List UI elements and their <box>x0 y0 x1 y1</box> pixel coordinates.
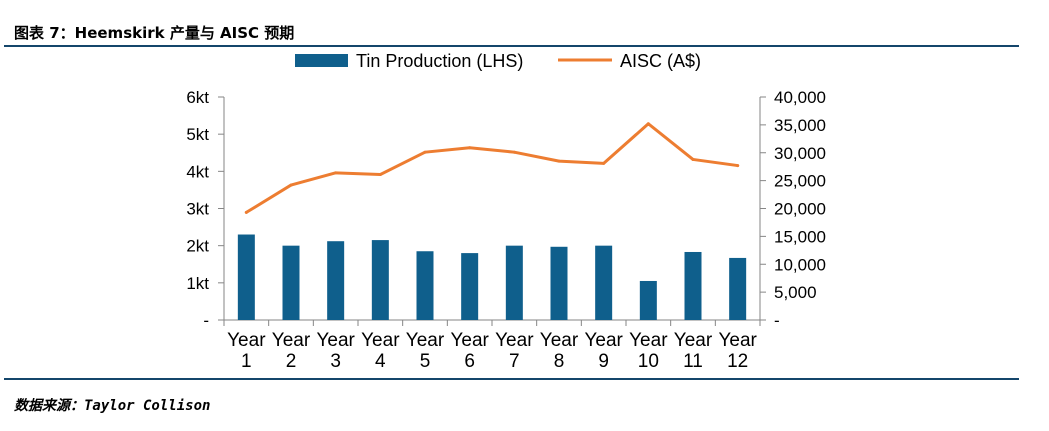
bar-tin-production <box>416 251 434 320</box>
x-tick-label-year: Year <box>361 330 400 351</box>
x-tick-label-number: 8 <box>554 351 565 372</box>
left-tick-label: - <box>203 311 209 330</box>
x-tick-label-year: Year <box>227 330 266 351</box>
x-tick-label-year: Year <box>495 330 534 351</box>
right-tick-label: - <box>774 311 780 330</box>
legend-bar-swatch <box>295 54 348 67</box>
left-tick-label: 6kt <box>186 88 209 107</box>
aisc-point <box>289 183 293 187</box>
bar-tin-production <box>595 245 613 320</box>
aisc-point <box>602 161 606 165</box>
x-tick-label-number: 12 <box>727 351 748 372</box>
x-tick-label-year: Year <box>540 330 579 351</box>
x-tick-label-year: Year <box>272 330 311 351</box>
x-tick-labels: Year1Year2Year3Year4Year5Year6Year7Year8… <box>227 330 757 372</box>
axes: - 1kt 2kt 3kt 4kt 5kt 6kt - 5,000 10,000 15,000 20,… <box>186 88 826 330</box>
left-tick-label: 1kt <box>186 274 209 293</box>
bar-tin-production <box>461 253 479 320</box>
bar-tin-production <box>327 241 345 320</box>
x-tick-label-number: 9 <box>598 351 609 372</box>
bottom-rule <box>4 378 1019 380</box>
x-tick-label-year: Year <box>674 330 713 351</box>
bar-tin-production <box>282 245 300 320</box>
bar-series <box>237 234 747 320</box>
right-tick-label: 5,000 <box>774 283 817 302</box>
line-series <box>244 122 740 214</box>
aisc-point <box>557 159 561 163</box>
x-tick-label-number: 6 <box>464 351 475 372</box>
x-tick-label-number: 7 <box>509 351 520 372</box>
figure-title: 图表 7：Heemskirk 产量与 AISC 预期 <box>14 24 295 42</box>
x-tick-label-year: Year <box>316 330 355 351</box>
x-tick-label-number: 5 <box>420 351 431 372</box>
aisc-point <box>423 150 427 154</box>
aisc-point <box>646 122 650 126</box>
left-tick-label: 5kt <box>186 125 209 144</box>
aisc-point <box>691 157 695 161</box>
left-tick-label: 3kt <box>186 200 209 219</box>
bar-tin-production <box>371 240 389 320</box>
x-tick-label-number: 3 <box>330 351 341 372</box>
right-tick-label: 35,000 <box>774 116 826 135</box>
x-tick-label-year: Year <box>718 330 757 351</box>
left-tick-label: 4kt <box>186 162 209 181</box>
aisc-point <box>244 210 248 214</box>
right-tick-label: 10,000 <box>774 255 826 274</box>
left-tick-label: 2kt <box>186 237 209 256</box>
aisc-line <box>244 122 740 214</box>
aisc-point <box>736 164 740 168</box>
right-tick-label: 20,000 <box>774 200 826 219</box>
bar-tin-production <box>505 245 523 320</box>
x-tick-label-number: 4 <box>375 351 386 372</box>
right-tick-label: 40,000 <box>774 88 826 107</box>
x-tick-label-year: Year <box>629 330 668 351</box>
x-tick-label-number: 10 <box>638 351 659 372</box>
legend-label-aisc: AISC (A$) <box>620 51 701 71</box>
aisc-point <box>378 172 382 176</box>
bar-tin-production <box>684 251 702 320</box>
aisc-point <box>468 146 472 150</box>
legend-label-tin-production: Tin Production (LHS) <box>356 51 523 71</box>
right-tick-label: 15,000 <box>774 227 826 246</box>
source-note: 数据来源：Taylor Collison <box>14 398 211 414</box>
bar-tin-production <box>550 246 568 320</box>
x-tick-label-number: 1 <box>241 351 252 372</box>
right-tick-label: 25,000 <box>774 172 826 191</box>
aisc-point <box>334 171 338 175</box>
bar-tin-production <box>237 234 255 320</box>
x-tick-label-number: 2 <box>286 351 297 372</box>
x-tick-label-year: Year <box>406 330 445 351</box>
right-tick-label: 30,000 <box>774 144 826 163</box>
legend: Tin Production (LHS) AISC (A$) <box>295 51 701 71</box>
aisc-point <box>512 150 516 154</box>
x-tick-label-number: 11 <box>683 351 703 372</box>
top-rule <box>4 45 1019 47</box>
bar-tin-production <box>639 280 657 320</box>
bar-tin-production <box>729 257 747 320</box>
x-tick-label-year: Year <box>584 330 623 351</box>
x-tick-label-year: Year <box>450 330 489 351</box>
